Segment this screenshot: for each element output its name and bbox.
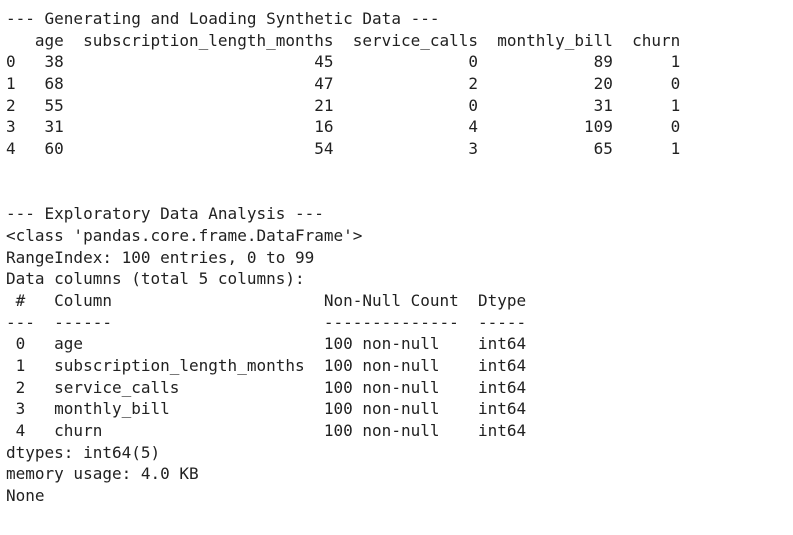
info-data-columns-line: Data columns (total 5 columns):: [6, 269, 305, 289]
dataframe-head-row: 2 55 21 0 31 1: [6, 95, 681, 115]
dataframe-head-header-row: age subscription_length_months service_c…: [6, 30, 681, 50]
info-range-index-line: RangeIndex: 100 entries, 0 to 99: [6, 247, 315, 267]
console-output: --- Generating and Loading Synthetic Dat…: [6, 8, 680, 507]
dataframe-head-row: 1 68 47 2 20 0: [6, 74, 681, 94]
blank-line: [6, 160, 680, 182]
dataframe-head-row: 4 60 54 3 65 1: [6, 139, 681, 159]
info-table-row: 2 service_calls 100 non-null int64: [6, 377, 527, 397]
info-table-row: 4 churn 100 non-null int64: [6, 421, 527, 441]
section-header-eda: --- Exploratory Data Analysis ---: [6, 204, 324, 224]
return-value-none-line: None: [6, 486, 45, 506]
info-table-row: 0 age 100 non-null int64: [6, 334, 527, 354]
info-table-row: 1 subscription_length_months 100 non-nul…: [6, 356, 527, 375]
blank-line: [6, 182, 680, 204]
info-memory-usage-line: memory usage: 4.0 KB: [6, 464, 199, 484]
info-class-line: <class 'pandas.core.frame.DataFrame'>: [6, 225, 363, 245]
dataframe-head-row: 3 31 16 4 109 0: [6, 117, 681, 137]
info-table-header-row: # Column Non-Null Count Dtype: [6, 290, 527, 310]
info-table-row: 3 monthly_bill 100 non-null int64: [6, 399, 527, 419]
section-header-generating: --- Generating and Loading Synthetic Dat…: [6, 9, 440, 28]
info-dtypes-line: dtypes: int64(5): [6, 442, 161, 462]
info-table-separator-row: --- ------ -------------- -----: [6, 312, 527, 332]
dataframe-head-row: 0 38 45 0 89 1: [6, 52, 681, 72]
